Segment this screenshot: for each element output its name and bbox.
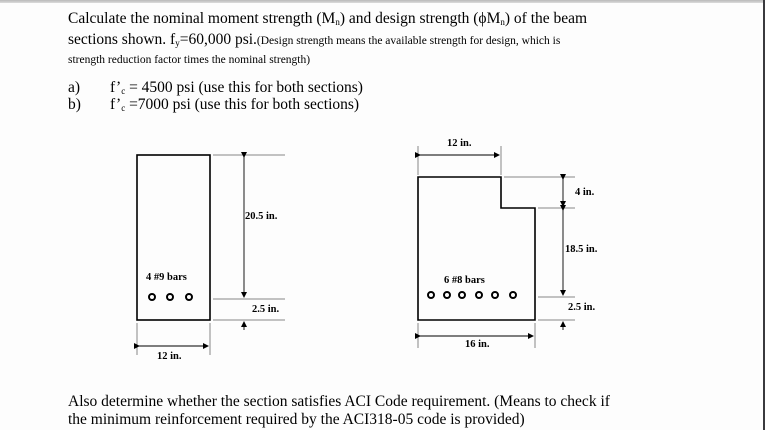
section1-rebar-icons: [148, 293, 193, 301]
section1-cover-label: 2.5 in.: [252, 304, 280, 315]
section2-bars-label: 6 #8 bars: [444, 275, 485, 286]
section1-depth-label: 20.5 in.: [245, 211, 278, 222]
section1-bars-label: 4 #9 bars: [146, 272, 187, 283]
section1-rectangular-beam: [134, 152, 285, 355]
option-a: a) f’c = 4500 psi (use this for both sect…: [68, 79, 363, 96]
design-strength-note-cont: strength reduction factor times the nomi…: [68, 54, 311, 66]
section2-bottom-width-label: 16 in.: [465, 339, 490, 350]
section2-cover-label: 2.5 in.: [568, 302, 596, 313]
option-b: b) f’c =7000 psi (use this for both secti…: [68, 96, 360, 113]
window-right-edge: [763, 0, 765, 430]
aci-check-instruction: Also determine whether the section satis…: [68, 393, 610, 428]
top-border: [0, 0, 765, 3]
section2-rebar-icons: [427, 291, 517, 299]
section2-depth-label: 18.5 in.: [565, 244, 598, 255]
section1-width-label: 12 in.: [157, 351, 182, 362]
problem-statement: Calculate the nominal moment strength (M…: [68, 10, 728, 68]
document-page: [0, 3, 763, 430]
section1-outline: [136, 154, 211, 321]
section2-stepped-beam: [415, 146, 575, 348]
section2-outline: [417, 176, 536, 321]
intro-text: Calculate the nominal moment strength (M: [68, 10, 336, 27]
design-strength-note: (Design strength means the available str…: [256, 35, 561, 47]
section2-top-width-label: 12 in.: [447, 138, 472, 149]
section2-step-label: 4 in.: [575, 187, 595, 198]
